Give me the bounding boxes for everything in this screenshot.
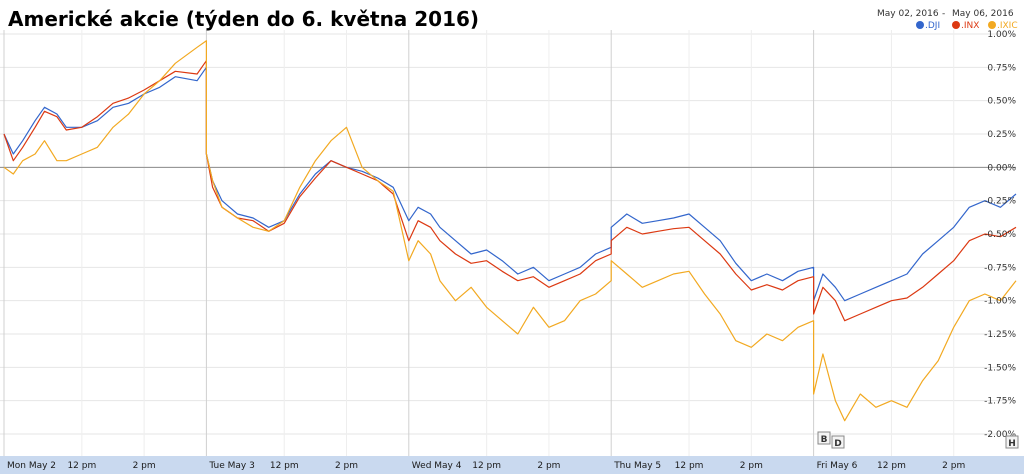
y-tick-label: 1.00% [987, 30, 1016, 40]
legend-label[interactable]: .INX [961, 21, 979, 31]
event-marker-label: H [1008, 439, 1016, 449]
legend-label[interactable]: .IXIC [997, 21, 1018, 31]
x-tick-label: 2 pm [740, 461, 763, 471]
x-tick-label: Wed May 4 [412, 461, 462, 471]
y-tick-label: 0.75% [987, 63, 1016, 73]
x-tick-label: 2 pm [942, 461, 965, 471]
x-tick-label: 12 pm [877, 461, 906, 471]
event-marker-h[interactable]: H [1005, 435, 1019, 449]
y-tick-label: -1.75% [984, 397, 1016, 407]
x-axis: Mon May 2 12 pm 2 pm Tue May 3 12 pm 2 pm Wed … [7, 461, 965, 471]
date-range-end: May 06, 2016 [952, 9, 1014, 19]
x-tick-label: Mon May 2 [7, 461, 56, 471]
y-tick-label: -1.50% [984, 363, 1016, 373]
y-tick-label: 0.50% [987, 97, 1016, 107]
y-tick-label: 0.00% [987, 163, 1016, 173]
x-tick-label: Tue May 3 [208, 461, 254, 471]
y-tick-label: -1.25% [984, 330, 1016, 340]
legend-dot [988, 21, 996, 29]
x-tick-label: 12 pm [67, 461, 96, 471]
y-tick-label: -1.00% [984, 297, 1016, 307]
event-marker-box [817, 431, 831, 445]
y-tick-label: -0.50% [984, 230, 1016, 240]
y-tick-label: -0.75% [984, 263, 1016, 273]
x-tick-label: 12 pm [472, 461, 501, 471]
date-range: May 02, 2016 - May 06, 2016 [877, 9, 1014, 19]
x-tick-label: 12 pm [270, 461, 299, 471]
event-marker-label: B [821, 435, 828, 445]
x-tick-label: Fri May 6 [817, 461, 858, 471]
event-marker-label: D [834, 439, 841, 449]
event-marker-box [1005, 435, 1019, 449]
x-tick-label: 2 pm [537, 461, 560, 471]
legend-dot [916, 21, 924, 29]
date-range-separator: - [942, 9, 945, 19]
series-line-ixic [3, 40, 1017, 422]
series-line-dji [3, 66, 1017, 302]
y-axis: 1.00% 0.75% 0.50% 0.25% 0.00% -0.25% -0.50% -0.… [984, 30, 1016, 440]
x-axis-bar [0, 456, 1024, 474]
x-tick-label: 12 pm [675, 461, 704, 471]
event-marker-box [831, 435, 845, 449]
date-range-start: May 02, 2016 [877, 9, 939, 19]
chart-title: Americké akcie (týden do 6. května 2016) [8, 7, 479, 31]
series-lines [3, 40, 1017, 422]
event-marker-b[interactable]: B [817, 431, 831, 445]
y-tick-label: -2.00% [984, 430, 1016, 440]
legend-label[interactable]: .DJI [925, 21, 940, 31]
y-tick-label: -0.25% [984, 197, 1016, 207]
x-tick-label: 2 pm [133, 461, 156, 471]
legend-dot [952, 21, 960, 29]
x-tick-label: 2 pm [335, 461, 358, 471]
legend: .DJI .INX .IXIC [916, 21, 1018, 31]
x-tick-label: Thu May 5 [613, 461, 661, 471]
grid [0, 30, 1016, 456]
y-tick-label: 0.25% [987, 130, 1016, 140]
event-marker-d[interactable]: D [831, 435, 845, 449]
series-line-inx [3, 60, 1017, 322]
